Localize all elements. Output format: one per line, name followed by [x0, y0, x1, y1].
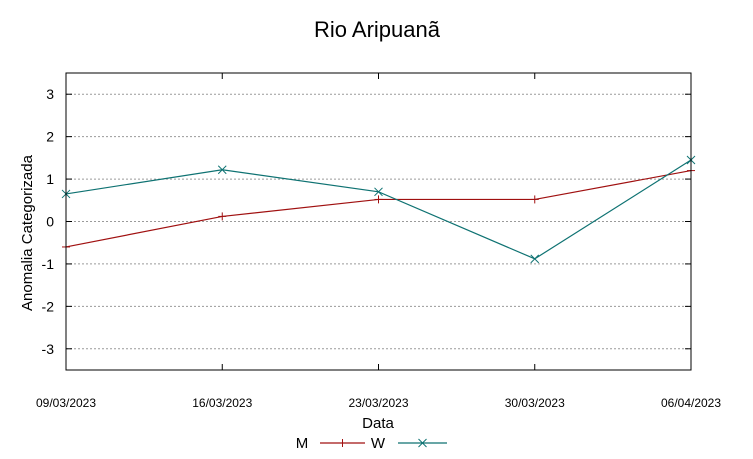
y-tick-label: 3	[46, 86, 54, 102]
y-tick-label: -1	[42, 256, 55, 272]
legend-label: W	[371, 435, 386, 452]
plus-marker	[530, 195, 539, 204]
y-tick-label: -3	[42, 341, 55, 357]
plus-marker	[374, 195, 383, 204]
x-tick-label: 06/04/2023	[661, 396, 721, 410]
y-tick-labels: 3 2 1 0 -1 -2 -3	[42, 86, 691, 357]
grid	[66, 93, 691, 350]
y-tick-label: -2	[42, 298, 55, 314]
series-group	[61, 155, 696, 264]
x-tick-label: 16/03/2023	[192, 396, 252, 410]
series-line-M	[65, 169, 692, 248]
y-axis-label: Anomalia Categorizada	[19, 154, 36, 311]
x-marker	[418, 438, 427, 448]
plus-marker	[338, 439, 347, 447]
y-tick-label: 2	[46, 129, 54, 145]
x-tick-label: 30/03/2023	[505, 396, 565, 410]
x-marker	[530, 254, 540, 264]
chart-title: Rio Aripuanã	[314, 17, 441, 42]
plus-marker	[218, 212, 227, 221]
y-tick-label: 1	[46, 171, 54, 187]
x-axis-label: Data	[362, 415, 394, 432]
x-tick-labels: 09/03/2023 16/03/2023 23/03/2023 30/03/2023…	[36, 73, 721, 410]
x-marker	[374, 187, 383, 197]
x-tick-label: 09/03/2023	[36, 396, 96, 410]
x-tick-label: 23/03/2023	[348, 396, 408, 410]
x-marker	[217, 165, 227, 175]
legend-label: M	[296, 435, 309, 452]
y-tick-label: 0	[46, 214, 54, 230]
series-line-W	[65, 159, 692, 260]
